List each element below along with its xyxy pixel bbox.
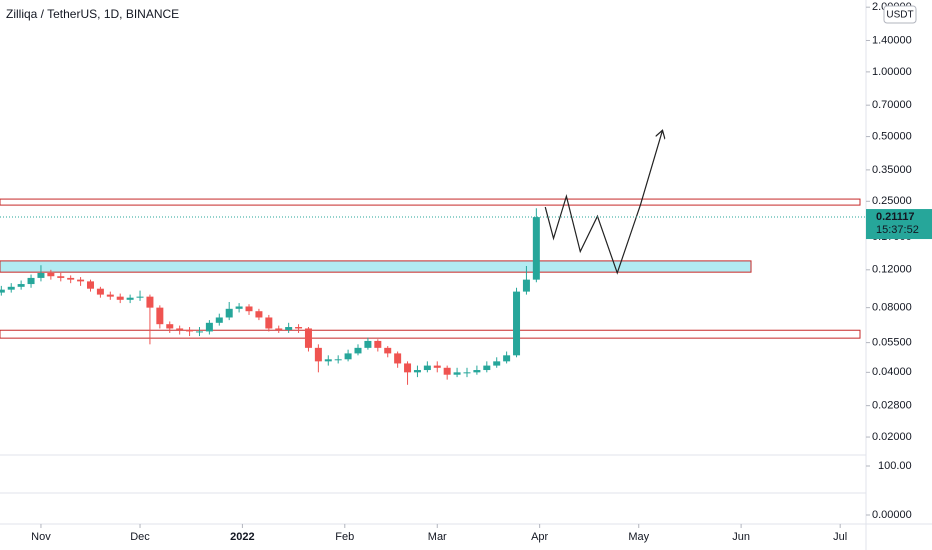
y-tick-label: 0.70000	[872, 99, 912, 111]
y-tick-label: 0.50000	[872, 130, 912, 142]
candle-body	[404, 363, 412, 373]
candle-body	[384, 347, 392, 354]
x-tick-label: Jun	[732, 531, 750, 543]
y-tick-label: 0.35000	[872, 164, 912, 176]
candle-body	[364, 340, 372, 348]
last-price-label: 0.21117	[876, 211, 915, 223]
candle-body	[37, 272, 45, 278]
level-zone	[0, 329, 861, 339]
y-tick-label: 0.12000	[872, 264, 912, 276]
candle-body	[86, 281, 94, 289]
y-tick-label: 0.00000	[872, 509, 912, 521]
candle-body	[186, 329, 194, 332]
candle-body	[394, 353, 402, 364]
x-tick-label: Dec	[130, 531, 150, 543]
candle-body	[285, 327, 293, 330]
candle-body	[265, 317, 273, 329]
x-tick-label: 2022	[230, 531, 254, 543]
y-tick-label: 0.05500	[872, 337, 912, 349]
projection-path	[544, 130, 662, 275]
candle-body	[7, 286, 15, 290]
candle-body	[106, 294, 114, 297]
candle-body	[136, 296, 144, 298]
candle-body	[275, 328, 283, 330]
y-tick-label: 100.00	[878, 460, 912, 472]
x-tick-label: May	[628, 531, 649, 543]
candle-body	[205, 322, 213, 332]
candle-body	[176, 328, 184, 330]
y-tick-label: 0.02800	[872, 400, 912, 412]
y-tick-label: 1.40000	[872, 34, 912, 46]
countdown-label: 15:37:52	[876, 224, 919, 236]
x-tick-label: Jul	[833, 531, 847, 543]
candle-body	[225, 308, 233, 318]
candle-body	[513, 291, 521, 356]
candle-body	[96, 288, 104, 295]
candle-body	[77, 279, 85, 282]
currency-button[interactable]	[883, 5, 917, 24]
y-tick-label: 0.25000	[872, 195, 912, 207]
candle-body	[423, 365, 431, 371]
y-tick-label: 1.00000	[872, 66, 912, 78]
candle-body	[126, 297, 134, 300]
candle-body	[17, 284, 25, 287]
y-tick-label: 0.04000	[872, 366, 912, 378]
last-price-badge	[866, 209, 932, 240]
candle-body	[463, 372, 471, 374]
candle-body	[304, 328, 312, 348]
candle-body	[344, 353, 352, 360]
candle-body	[433, 365, 441, 368]
candle-body	[47, 272, 55, 277]
level-zone	[0, 260, 752, 273]
candle-body	[0, 289, 5, 293]
candle-body	[166, 324, 174, 329]
candle-body	[413, 370, 421, 373]
level-zone	[0, 198, 861, 206]
y-tick-label: 0.02000	[872, 431, 912, 443]
candle-body	[453, 372, 461, 375]
candle-body	[473, 370, 481, 373]
candle-body	[146, 296, 154, 308]
x-tick-label: Mar	[428, 531, 447, 543]
candle-body	[374, 340, 382, 348]
candle-body	[245, 306, 253, 312]
candle-body	[67, 277, 75, 280]
candle-body	[522, 279, 530, 292]
candle-body	[57, 276, 65, 278]
candle-body	[334, 359, 342, 361]
candle-body	[503, 355, 511, 362]
candle-body	[27, 277, 35, 285]
x-tick-label: Apr	[531, 531, 548, 543]
candle-body	[295, 327, 303, 329]
candle-body	[443, 367, 451, 375]
candle-body	[195, 331, 203, 333]
y-tick-label: 0.08000	[872, 302, 912, 314]
currency-button-label: USDT	[886, 10, 913, 21]
x-tick-label: Feb	[335, 531, 354, 543]
candle-body	[483, 365, 491, 371]
candle-body	[255, 311, 263, 318]
candle-body	[493, 361, 501, 366]
candle-body	[354, 347, 362, 354]
candle-body	[215, 317, 223, 323]
candle-body	[235, 306, 243, 309]
candle-body	[116, 296, 124, 300]
chart-title: Zilliqa / TetherUS, 1D, BINANCE	[6, 7, 179, 21]
candle-body	[156, 307, 164, 325]
candle-body	[532, 217, 540, 280]
candle-body	[324, 359, 332, 362]
candle-body	[314, 347, 322, 362]
x-tick-label: Nov	[31, 531, 51, 543]
